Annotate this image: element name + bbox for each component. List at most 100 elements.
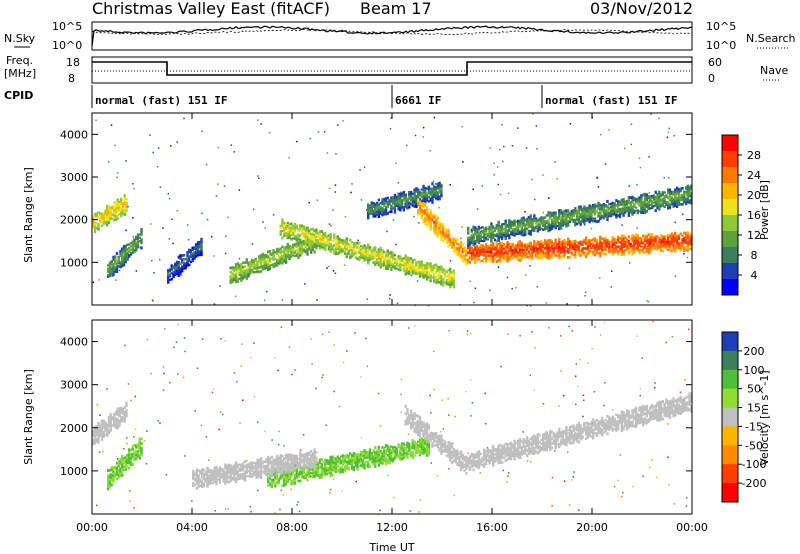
vel-echo-cell (197, 483, 200, 486)
power-echo-cell (642, 208, 645, 212)
power-echo-cell (486, 245, 489, 248)
power-noise-pixel (266, 290, 268, 293)
power-noise-pixel (187, 224, 189, 226)
power-echo-cell (129, 245, 133, 248)
power-echo-cell (638, 236, 641, 240)
power-echo-cell (374, 255, 377, 259)
power-echo-cell (631, 205, 634, 209)
vel-echo-cell (121, 463, 124, 467)
vel-echo-cell (308, 472, 311, 475)
vel-echo-cell (108, 480, 112, 483)
power-echo-cell (558, 227, 561, 231)
power-echo-cell (567, 209, 570, 212)
vel-echo-cell (406, 443, 409, 447)
power-echo-cell (281, 254, 284, 258)
power-echo-cell (620, 234, 623, 238)
power-echo-cell (625, 209, 629, 212)
power-echo-cell (93, 215, 97, 219)
power-echo-cell (447, 233, 450, 237)
power-noise-pixel (115, 279, 117, 281)
vel-echo-cell (100, 429, 104, 433)
power-echo-cell (415, 269, 418, 272)
power-echo-cell (500, 256, 504, 260)
power-echo-cell (517, 246, 520, 249)
power-echo-cell (181, 254, 184, 257)
power-echo-cell (393, 267, 397, 270)
power-echo-cell (445, 278, 448, 282)
power-echo-cell (304, 240, 307, 243)
power-echo-cell (545, 240, 548, 244)
power-echo-cell (495, 249, 498, 253)
power-echo-cell (417, 272, 420, 275)
power-echo-cell (418, 206, 422, 210)
power-echo-cell (234, 275, 238, 279)
vel-noise-pixel (366, 365, 368, 367)
power-echo-cell (309, 246, 313, 249)
power-noise-pixel (542, 174, 544, 176)
power-echo-cell (565, 240, 568, 243)
power-echo-cell (392, 198, 395, 202)
power-echo-cell (110, 260, 113, 263)
power-echo-cell (397, 258, 400, 262)
power-echo-cell (365, 253, 368, 256)
vel-echo-cell (372, 455, 375, 458)
vel-noise-pixel (582, 394, 585, 396)
power-echo-cell (524, 254, 527, 257)
power-echo-cell (392, 258, 395, 262)
power-echo-cell (506, 251, 509, 255)
power-echo-cell (379, 257, 382, 261)
power-echo-cell (281, 223, 284, 227)
power-echo-cell (292, 245, 295, 248)
vel-echo-cell (95, 429, 98, 433)
power-echo-cell (690, 247, 693, 251)
vel-noise-pixel (250, 357, 252, 359)
vel-echo-cell (295, 471, 298, 474)
vel-echo-cell (356, 463, 359, 466)
power-echo-cell (343, 245, 347, 248)
nave-tick-low: 0 (708, 72, 715, 85)
vel-echo-cell (427, 447, 431, 451)
power-echo-cell (374, 248, 377, 252)
vel-echo-cell (352, 461, 356, 465)
vel-echo-cell (208, 478, 211, 482)
power-echo-cell (477, 249, 481, 252)
vel-noise-pixel (454, 415, 456, 418)
power-echo-cell (119, 263, 122, 267)
vel-noise-pixel (500, 365, 502, 368)
cpid-label: CPID (4, 89, 33, 102)
power-echo-cell (121, 209, 125, 212)
power-echo-cell (306, 240, 309, 244)
power-echo-cell (520, 233, 523, 237)
power-echo-cell (559, 219, 563, 222)
power-echo-cell (259, 261, 263, 264)
power-echo-cell (100, 220, 104, 224)
power-echo-cell (620, 242, 623, 246)
power-echo-cell (140, 238, 143, 242)
power-echo-cell (524, 243, 527, 246)
power-echo-cell (472, 258, 475, 261)
power-noise-pixel (501, 123, 503, 126)
power-noise-pixel (590, 227, 593, 230)
power-echo-cell (359, 253, 363, 256)
vel-noise-pixel (641, 357, 643, 359)
vel-echo-cell (293, 476, 297, 480)
power-echo-cell (406, 204, 409, 208)
power-echo-cell (121, 264, 124, 268)
vel-echo-cell (417, 449, 420, 452)
power-echo-cell (402, 264, 406, 267)
vel-echo-cell (422, 438, 425, 442)
power-echo-cell (304, 244, 307, 247)
power-echo-cell (525, 252, 529, 255)
power-echo-cell (483, 252, 486, 256)
power-noise-pixel (217, 146, 220, 149)
power-echo-cell (196, 245, 200, 249)
power-echo-cell (495, 252, 498, 256)
vel-noise-pixel (400, 378, 403, 381)
power-echo-cell (561, 246, 564, 249)
power-noise-pixel (168, 197, 171, 200)
vel-echo-cell (192, 477, 195, 480)
power-echo-cell (174, 262, 177, 265)
power-echo-cell (381, 213, 384, 217)
power-echo-cell (350, 241, 354, 244)
y-tick-label: 2000 (60, 214, 88, 227)
